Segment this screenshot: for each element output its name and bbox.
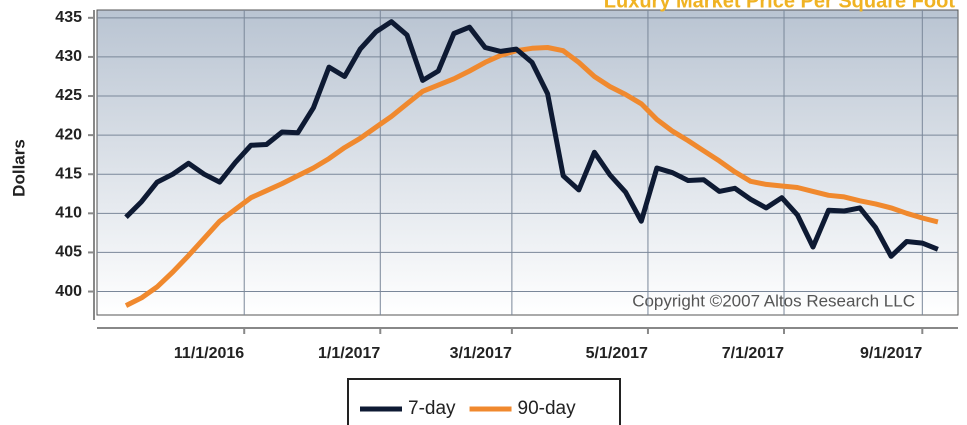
series-line <box>124 19 939 259</box>
legend-label: 7-day <box>408 398 456 419</box>
y-tick-label: 425 <box>55 87 82 104</box>
y-tick-label: 415 <box>55 165 82 182</box>
series-line <box>124 45 939 308</box>
x-tick-label: 7/1/2017 <box>722 345 784 362</box>
chart-title: Luxury Market Price Per Square Foot <box>604 0 956 12</box>
x-tick-label: 3/1/2017 <box>450 345 512 362</box>
y-tick-label: 430 <box>55 48 82 65</box>
x-tick-label: 1/1/2017 <box>318 345 380 362</box>
y-tick-label: 400 <box>55 283 82 300</box>
x-tick-label: 9/1/2017 <box>860 345 922 362</box>
y-tick-label: 420 <box>55 126 82 143</box>
x-tick-label: 5/1/2017 <box>586 345 648 362</box>
legend <box>347 378 621 425</box>
x-tick-label: 11/1/2016 <box>174 345 244 362</box>
y-tick-label: 405 <box>55 244 82 261</box>
legend-label: 90-day <box>518 398 577 419</box>
annotation: Copyright ©2007 Altos Research LLC <box>632 291 915 310</box>
y-tick-label: 410 <box>55 205 82 222</box>
y-axis-label: Dollars <box>9 139 28 197</box>
y-tick-label: 435 <box>55 9 82 26</box>
